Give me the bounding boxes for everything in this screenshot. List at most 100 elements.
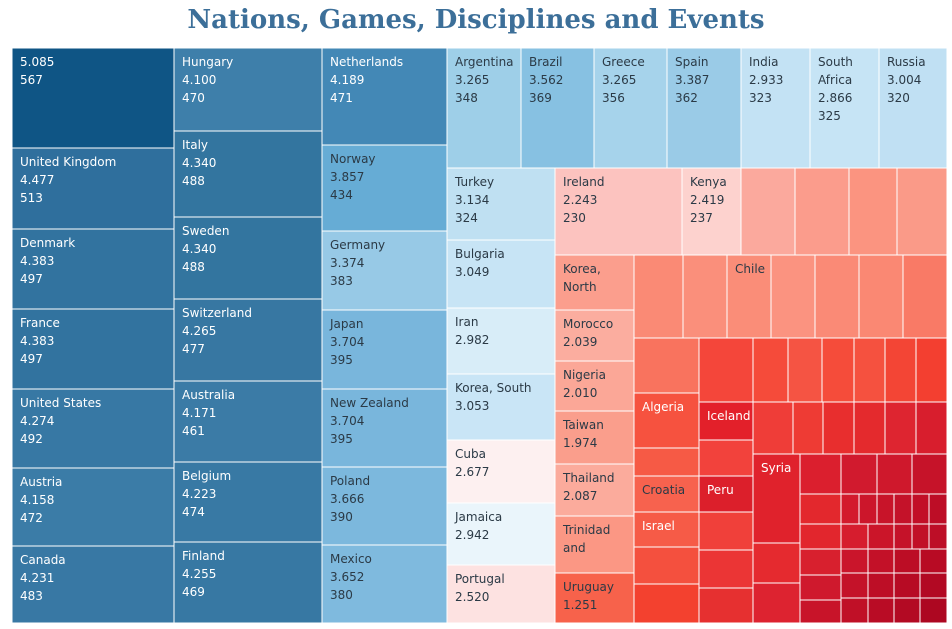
tile-unlabeled[interactable] bbox=[893, 493, 913, 525]
tile-korea-south[interactable]: Korea, South 3.053 bbox=[446, 373, 556, 441]
tile-unlabeled[interactable] bbox=[876, 453, 913, 495]
tile-switzerland[interactable]: Switzerland 4.265 477 bbox=[173, 298, 323, 382]
tile-france[interactable]: France 4.383 497 bbox=[12, 308, 175, 390]
tile-brazil[interactable]: Brazil 3.562 369 bbox=[520, 48, 595, 169]
tile-norway[interactable]: Norway 3.857 434 bbox=[321, 144, 448, 232]
tile-iceland[interactable]: Iceland bbox=[698, 401, 754, 441]
tile-unlabeled[interactable] bbox=[867, 548, 895, 574]
tile-unlabeled[interactable] bbox=[911, 453, 947, 495]
tile-unlabeled[interactable] bbox=[633, 254, 684, 339]
tile-peru[interactable]: Peru bbox=[698, 475, 754, 513]
tile-unlabeled[interactable] bbox=[853, 337, 886, 403]
tile-unlabeled[interactable] bbox=[840, 493, 860, 525]
tile-unlabeled[interactable] bbox=[698, 439, 754, 477]
tile-unlabeled[interactable] bbox=[799, 453, 842, 495]
tile-unlabeled[interactable] bbox=[698, 549, 754, 589]
tile-chile[interactable]: Chile bbox=[726, 254, 772, 339]
tile-ireland[interactable]: Ireland 2.243 230 bbox=[554, 167, 683, 256]
tile-portugal[interactable]: Portugal 2.520 bbox=[446, 564, 556, 623]
tile-unlabeled[interactable] bbox=[752, 401, 794, 455]
tile-unlabeled[interactable] bbox=[893, 548, 921, 574]
tile-unlabeled[interactable] bbox=[867, 572, 895, 599]
tile-japan[interactable]: Japan 3.704 395 bbox=[321, 309, 448, 390]
tile-unlabeled[interactable] bbox=[848, 167, 898, 256]
tile-sweden[interactable]: Sweden 4.340 488 bbox=[173, 216, 323, 300]
tile-unlabeled[interactable] bbox=[858, 493, 878, 525]
tile-poland[interactable]: Poland 3.666 390 bbox=[321, 466, 448, 546]
tile-australia[interactable]: Australia 4.171 461 bbox=[173, 380, 323, 463]
tile-italy[interactable]: Italy 4.340 488 bbox=[173, 130, 323, 218]
tile-denmark[interactable]: Denmark 4.383 497 bbox=[12, 228, 175, 310]
tile-unlabeled[interactable] bbox=[867, 523, 895, 550]
tile-united-states[interactable]: United States 4.274 492 bbox=[12, 388, 175, 469]
tile-unlabeled[interactable] bbox=[799, 523, 842, 550]
tile-unlabeled[interactable] bbox=[840, 572, 869, 599]
tile-unlabeled[interactable] bbox=[752, 582, 801, 623]
tile-unlabeled[interactable] bbox=[698, 587, 754, 623]
tile-trinidad-and[interactable]: Trinidad and bbox=[554, 515, 635, 574]
tile-israel[interactable]: Israel bbox=[633, 511, 700, 548]
tile-unlabeled[interactable] bbox=[794, 167, 850, 256]
tile-unlabeled[interactable] bbox=[928, 523, 947, 550]
tile-argentina[interactable]: Argentina 3.265 348 bbox=[446, 48, 522, 169]
tile-korea-north[interactable]: Korea, North bbox=[554, 254, 635, 311]
tile-south-africa[interactable]: South Africa 2.866 325 bbox=[809, 48, 880, 169]
tile-unlabeled[interactable] bbox=[740, 167, 796, 256]
tile-austria[interactable]: Austria 4.158 472 bbox=[12, 467, 175, 547]
tile-unlabeled[interactable] bbox=[840, 453, 878, 495]
tile-unlabeled[interactable] bbox=[896, 167, 947, 256]
tile-india[interactable]: India 2.933 323 bbox=[740, 48, 811, 169]
tile-unlabeled[interactable] bbox=[858, 254, 904, 339]
tile-unlabeled[interactable] bbox=[911, 493, 930, 525]
tile-iran[interactable]: Iran 2.982 bbox=[446, 307, 556, 375]
tile-unlabeled[interactable] bbox=[799, 574, 842, 601]
tile-unlabeled[interactable] bbox=[799, 548, 842, 576]
tile-unlabeled[interactable] bbox=[928, 493, 947, 525]
tile-mexico[interactable]: Mexico 3.652 380 bbox=[321, 544, 448, 623]
tile-morocco[interactable]: Morocco 2.039 bbox=[554, 309, 635, 362]
tile-unlabeled[interactable] bbox=[893, 597, 921, 623]
tile-uruguay[interactable]: Uruguay 1.251 bbox=[554, 572, 635, 623]
tile-unlabeled[interactable] bbox=[853, 401, 886, 455]
tile-unlabeled[interactable] bbox=[884, 401, 917, 455]
tile-unlabeled[interactable] bbox=[867, 597, 895, 623]
tile-unlabeled[interactable] bbox=[915, 337, 947, 403]
tile-nigeria[interactable]: Nigeria 2.010 bbox=[554, 360, 635, 412]
tile-unlabeled[interactable] bbox=[799, 493, 842, 525]
tile-canada[interactable]: Canada 4.231 483 bbox=[12, 545, 175, 623]
tile-syria[interactable]: Syria bbox=[752, 453, 801, 544]
tile-unlabeled[interactable] bbox=[919, 572, 947, 599]
tile-new-zealand[interactable]: New Zealand 3.704 395 bbox=[321, 388, 448, 468]
tile-spain[interactable]: Spain 3.387 362 bbox=[666, 48, 742, 169]
tile-unlabeled[interactable] bbox=[814, 254, 860, 339]
tile-unlabeled[interactable] bbox=[792, 401, 824, 455]
tile-netherlands[interactable]: Netherlands 4.189 471 bbox=[321, 48, 448, 146]
tile-thailand[interactable]: Thailand 2.087 bbox=[554, 463, 635, 517]
tile-jamaica[interactable]: Jamaica 2.942 bbox=[446, 502, 556, 566]
tile-unlabeled[interactable] bbox=[698, 337, 754, 403]
tile-unlabeled[interactable] bbox=[821, 337, 855, 403]
tile-unlabeled[interactable] bbox=[799, 599, 842, 623]
tile-croatia[interactable]: Croatia bbox=[633, 475, 700, 513]
tile-unlabeled[interactable] bbox=[840, 548, 869, 574]
tile-unlabeled[interactable] bbox=[919, 597, 947, 623]
tile-unlabeled[interactable] bbox=[633, 546, 700, 585]
tile-unlabeled[interactable] bbox=[633, 583, 700, 623]
tile-unlabeled[interactable] bbox=[787, 337, 823, 403]
tile-taiwan[interactable]: Taiwan 1.974 bbox=[554, 410, 635, 465]
tile-turkey[interactable]: Turkey 3.134 324 bbox=[446, 167, 556, 241]
tile-russia[interactable]: Russia 3.004 320 bbox=[878, 48, 947, 169]
tile-unlabeled[interactable] bbox=[682, 254, 728, 339]
tile-finland[interactable]: Finland 4.255 469 bbox=[173, 541, 323, 623]
tile-unlabeled[interactable] bbox=[911, 523, 930, 550]
tile-belgium[interactable]: Belgium 4.223 474 bbox=[173, 461, 323, 543]
tile-unlabeled[interactable] bbox=[822, 401, 855, 455]
tile-unlabeled[interactable] bbox=[902, 254, 947, 339]
tile-algeria[interactable]: Algeria bbox=[633, 392, 700, 449]
tile-unlabeled[interactable] bbox=[752, 337, 789, 403]
tile-cuba[interactable]: Cuba 2.677 bbox=[446, 439, 556, 504]
tile-unlabeled[interactable] bbox=[884, 337, 917, 403]
tile-unlabeled[interactable] bbox=[698, 511, 754, 551]
tile-unlabeled[interactable] bbox=[915, 401, 947, 455]
tile-unlabeled[interactable] bbox=[876, 493, 895, 525]
